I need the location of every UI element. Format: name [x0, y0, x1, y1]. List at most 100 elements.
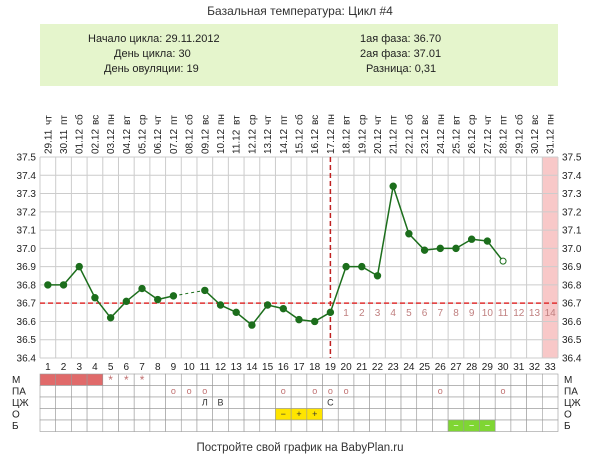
x-tick-label: 33	[545, 362, 557, 373]
y-tick-label-right: 36.5	[562, 335, 582, 346]
data-point	[389, 182, 397, 190]
data-point	[122, 297, 131, 306]
date-label: 07.12	[169, 129, 180, 154]
table-cell	[118, 396, 135, 409]
cycle-day-text: День цикла: 30	[114, 48, 191, 60]
luteal-day-label: 12	[513, 308, 525, 319]
table-cell	[542, 419, 559, 432]
table-cell	[196, 408, 213, 421]
data-point	[279, 304, 288, 313]
series-segment	[251, 304, 269, 326]
table-cell	[494, 419, 512, 432]
table-cell	[149, 373, 166, 386]
table-cell	[228, 419, 245, 432]
weekday-label: вс	[420, 115, 431, 125]
table-row-label-left: О	[12, 410, 20, 421]
data-point	[106, 314, 115, 322]
y-tick-label-left: 37.1	[17, 226, 37, 237]
table-cell	[71, 396, 88, 409]
table-cell	[165, 396, 182, 409]
crescent-moon-icon	[187, 164, 195, 179]
weekday-label: ср	[138, 114, 149, 125]
table-cell	[416, 408, 433, 421]
table-mark: o	[438, 386, 443, 396]
weekday-label: вт	[122, 115, 133, 125]
table-cell	[118, 408, 135, 421]
phase1-text: 1ая фаза: 36.70	[360, 33, 442, 45]
table-cell	[400, 419, 418, 432]
table-cell	[39, 385, 56, 398]
table-cell	[259, 408, 276, 421]
table-cell	[353, 385, 370, 398]
table-mark: o	[501, 386, 506, 396]
table-cell	[337, 408, 355, 421]
weekday-label: чт	[483, 115, 494, 125]
cycle-info-panel: Начало цикла: 29.11.2012 День цикла: 30 …	[40, 24, 558, 86]
table-cell	[149, 408, 166, 421]
weekday-label: пн	[546, 114, 557, 125]
date-label: 21.12	[389, 129, 400, 154]
table-mark: *	[108, 373, 113, 387]
table-mark: o	[187, 386, 192, 396]
table-cell	[102, 385, 119, 398]
table-cell	[432, 373, 449, 386]
table-cell	[55, 419, 72, 432]
date-label: 09.12	[200, 129, 211, 154]
date-label: 29.11	[43, 129, 54, 154]
table-row-label-right: ЦЖ	[564, 398, 581, 409]
table-cell	[290, 419, 308, 432]
date-label: 27.12	[483, 129, 494, 154]
x-tick-label: 15	[262, 362, 274, 373]
data-point	[59, 281, 68, 289]
table-row-label-right: О	[564, 410, 572, 421]
table-cell	[55, 385, 72, 398]
footer-link[interactable]: Постройте свой график на BabyPlan.ru	[196, 442, 404, 454]
x-tick-label: 31	[513, 362, 525, 373]
table-cell	[400, 408, 418, 421]
table-cell	[243, 419, 261, 432]
table-cell	[212, 385, 229, 398]
x-tick-label: 21	[356, 362, 368, 373]
table-cell	[385, 396, 402, 409]
luteal-day-label: 4	[390, 308, 396, 319]
table-cell	[86, 419, 104, 432]
x-tick-label: 2	[61, 362, 67, 373]
weekday-label: пн	[326, 114, 337, 125]
table-cell	[133, 419, 151, 432]
table-cell	[510, 385, 527, 398]
cycle-start-text: Начало цикла: 29.11.2012	[88, 33, 220, 45]
y-tick-label-right: 37.1	[562, 226, 582, 237]
difference-text: Разница: 0,31	[366, 63, 437, 75]
table-cell	[400, 385, 418, 398]
table-cell	[479, 396, 496, 409]
luteal-day-label: 9	[469, 308, 475, 319]
x-tick-label: 4	[92, 362, 98, 373]
x-tick-label: 6	[124, 362, 130, 373]
date-label: 25.12	[451, 129, 462, 154]
table-cell	[275, 396, 292, 409]
luteal-day-label: 14	[545, 308, 557, 319]
table-cell	[416, 385, 433, 398]
table-cell	[416, 396, 433, 409]
date-label: 18.12	[342, 129, 353, 154]
date-label: 03.12	[106, 129, 117, 154]
date-label: 05.12	[138, 129, 149, 154]
weekday-label: вт	[342, 115, 353, 125]
table-cell	[385, 385, 402, 398]
table-cell	[165, 408, 182, 421]
data-point	[310, 317, 319, 326]
table-cell	[542, 385, 559, 398]
table-cell	[526, 373, 543, 386]
table-row-label-left: ПА	[12, 387, 26, 398]
x-tick-label: 11	[200, 362, 211, 373]
weekday-label: сб	[74, 114, 86, 125]
x-tick-label: 27	[450, 362, 462, 373]
table-cell	[212, 419, 229, 432]
series-gap-segment	[173, 289, 205, 297]
table-cell	[353, 396, 370, 409]
date-label: 02.12	[90, 129, 101, 154]
date-label: 11.12	[232, 129, 243, 154]
table-cell	[542, 396, 559, 409]
table-cell	[118, 385, 135, 398]
table-cell	[510, 373, 527, 386]
